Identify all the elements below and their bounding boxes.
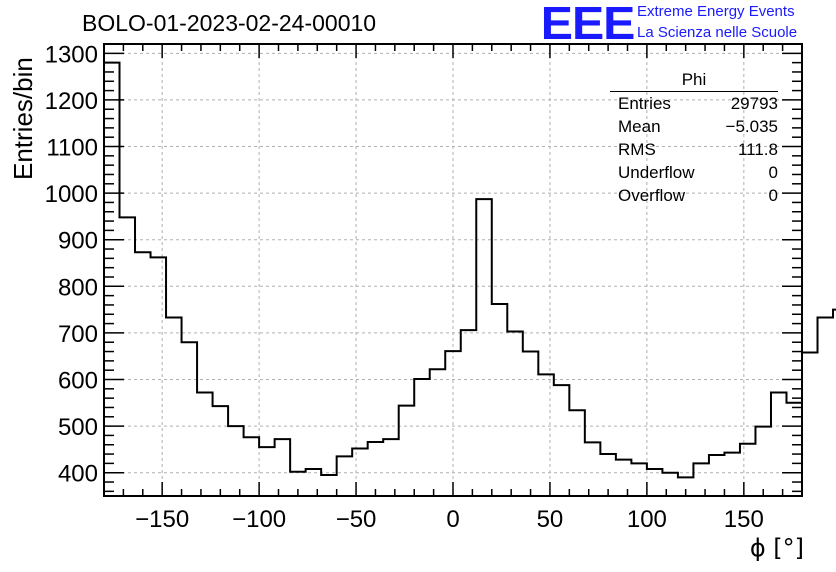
- x-tick-label: 50: [537, 506, 564, 533]
- axis-ticks: [104, 43, 802, 496]
- x-tick-label: −100: [232, 506, 286, 533]
- y-tick-label: 900: [58, 228, 98, 255]
- chart-title: BOLO-01-2023-02-24-00010: [82, 10, 377, 36]
- stats-box: Phi Entries 29793 Mean −5.035 RMS 111.8 …: [610, 70, 778, 207]
- stats-value: −5.035: [725, 117, 778, 136]
- grid: [104, 44, 802, 496]
- tick-labels: −150 −100 −50 0 50 100 150 400 500 600 700 800 900 10…: [45, 41, 764, 533]
- stats-label: Underflow: [618, 163, 695, 182]
- stats-row-overflow: Overflow 0: [610, 184, 778, 207]
- x-tick-label: 150: [724, 506, 764, 533]
- stats-label: RMS: [618, 140, 656, 159]
- y-axis-label: Entries/bin: [8, 57, 38, 180]
- x-axis-label: ϕ [°]: [749, 534, 804, 562]
- y-tick-label: 600: [58, 368, 98, 395]
- stats-row-entries: Entries 29793: [610, 92, 778, 115]
- x-tick-label: 0: [446, 506, 459, 533]
- eee-logo: EEE: [540, 0, 636, 49]
- stats-value: 29793: [730, 94, 778, 113]
- stats-value: 0: [768, 186, 778, 205]
- stats-label: Mean: [618, 117, 661, 136]
- y-tick-label: 1200: [45, 88, 98, 115]
- y-tick-label: 400: [58, 461, 98, 488]
- histogram-line: [104, 61, 836, 479]
- stats-label: Entries: [618, 94, 671, 113]
- stats-row-rms: RMS 111.8: [610, 138, 778, 161]
- x-tick-label: −150: [135, 506, 189, 533]
- x-tick-label: −50: [336, 506, 377, 533]
- y-tick-label: 1300: [45, 41, 98, 68]
- y-tick-label: 500: [58, 414, 98, 441]
- y-tick-label: 700: [58, 321, 98, 348]
- stats-value: 0: [768, 163, 778, 182]
- x-tick-label: 100: [627, 506, 667, 533]
- eee-logo-line1: Extreme Energy Events: [637, 3, 795, 20]
- stats-label: Overflow: [618, 186, 686, 205]
- stats-row-mean: Mean −5.035: [610, 115, 778, 138]
- y-tick-label: 1100: [46, 135, 98, 162]
- stats-value: 111.8: [737, 140, 778, 159]
- eee-logo-line2: La Scienza nelle Scuole: [637, 24, 798, 41]
- stats-row-underflow: Underflow 0: [610, 161, 778, 184]
- y-tick-label: 800: [58, 274, 98, 301]
- y-tick-label: 1000: [45, 181, 98, 208]
- stats-title: Phi: [610, 70, 778, 92]
